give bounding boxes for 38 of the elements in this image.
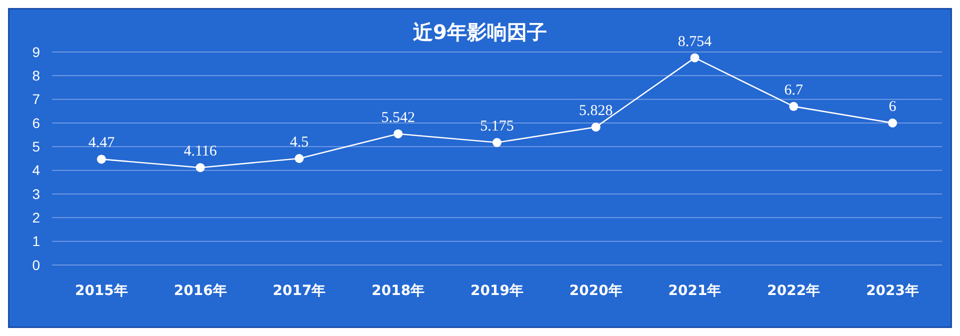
x-tick-label: 2018年 xyxy=(372,283,425,299)
data-label: 5.542 xyxy=(381,110,415,126)
data-label: 4.116 xyxy=(184,144,218,160)
point xyxy=(96,154,106,164)
data-label: 5.175 xyxy=(480,118,514,135)
y-tick-label: 6 xyxy=(32,114,40,131)
point xyxy=(789,102,798,111)
x-tick-label: 2015年 xyxy=(74,283,128,299)
y-tick-label: 8 xyxy=(32,68,40,84)
data-label: 8.754 xyxy=(678,34,712,50)
point xyxy=(690,53,700,62)
y-tick-label: 5 xyxy=(32,138,40,155)
y-tick-label: 4 xyxy=(32,162,40,178)
point xyxy=(888,118,898,128)
x-tick-label: 2017年 xyxy=(272,283,326,299)
y-tick-label: 7 xyxy=(32,91,40,108)
x-tick-label: 2020年 xyxy=(569,283,622,299)
data-label: 4.47 xyxy=(88,135,116,152)
x-tick-label: 2019年 xyxy=(470,283,524,299)
point xyxy=(294,154,304,163)
point xyxy=(492,138,502,148)
data-label: 6 xyxy=(888,99,897,115)
x-tick-label: 2016年 xyxy=(174,283,227,299)
data-label: 6.7 xyxy=(784,82,804,98)
x-tick-label: 2022年 xyxy=(767,283,820,299)
y-tick-label: 2 xyxy=(32,210,40,226)
point xyxy=(394,129,403,138)
y-tick-label: 3 xyxy=(32,186,40,202)
data-label: 4.5 xyxy=(290,134,309,150)
y-tick-label: 0 xyxy=(32,256,40,273)
data-label: 5.828 xyxy=(579,103,613,120)
x-tick-label: 2021年 xyxy=(668,283,722,299)
point xyxy=(591,122,600,132)
y-tick-label: 9 xyxy=(32,44,40,60)
chart-title: 近9年影响因子 xyxy=(412,20,547,44)
x-tick-label: 2023年 xyxy=(866,283,920,299)
y-tick-label: 1 xyxy=(32,233,40,250)
point xyxy=(196,163,205,172)
